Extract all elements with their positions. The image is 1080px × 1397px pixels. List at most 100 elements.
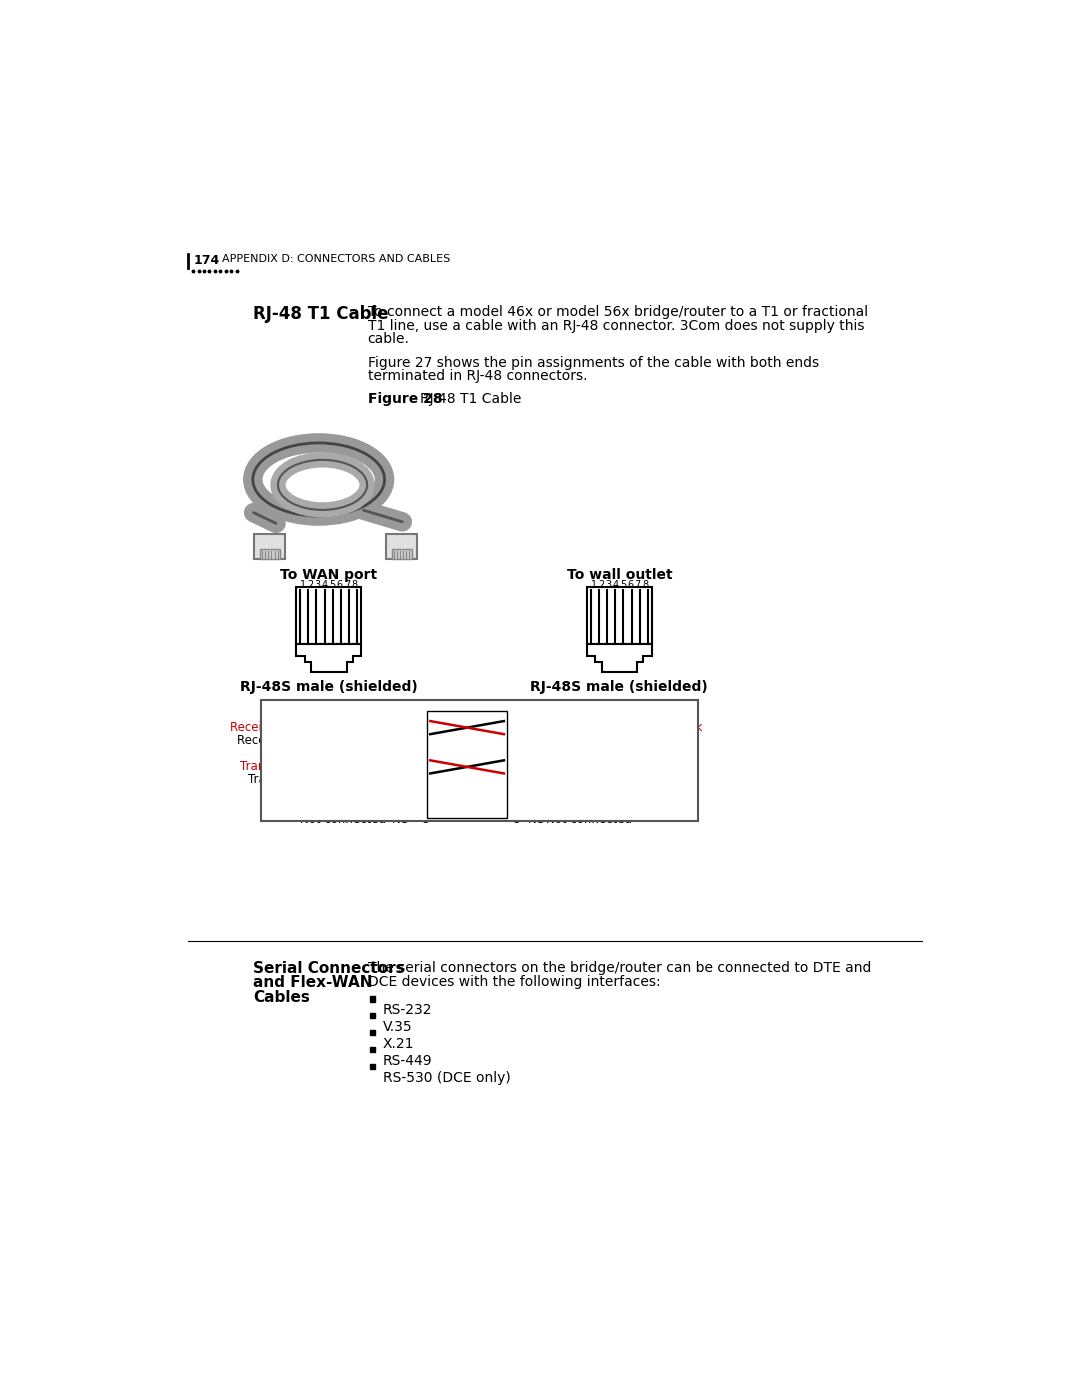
Text: Cables: Cables [253, 990, 310, 1004]
Text: Not connected: Not connected [545, 747, 632, 760]
Text: R1: R1 [394, 721, 409, 733]
Text: NC: NC [528, 747, 545, 760]
Text: 8: 8 [421, 813, 429, 826]
Text: Receive tip from network: Receive tip from network [545, 735, 694, 747]
Text: 5: 5 [620, 580, 626, 590]
Text: 8: 8 [512, 813, 519, 826]
Text: RJ-48S male (shielded): RJ-48S male (shielded) [240, 680, 418, 694]
Text: 4: 4 [512, 760, 519, 774]
Text: NC: NC [528, 787, 545, 799]
Text: 4: 4 [612, 580, 619, 590]
Text: 3: 3 [606, 580, 611, 590]
Text: 8: 8 [351, 580, 357, 590]
Text: R: R [402, 760, 409, 774]
Text: DCE devices with the following interfaces:: DCE devices with the following interface… [367, 975, 660, 989]
Text: NC: NC [392, 813, 409, 826]
Text: and Flex-WAN: and Flex-WAN [253, 975, 373, 990]
Text: Receive tip from network: Receive tip from network [238, 735, 387, 747]
Text: Transmit tip to network: Transmit tip to network [248, 774, 387, 787]
Text: R: R [528, 760, 536, 774]
Text: 2: 2 [308, 580, 313, 590]
Text: RS-530 (DCE only): RS-530 (DCE only) [383, 1071, 511, 1085]
Text: 5: 5 [329, 580, 336, 590]
Text: RS-232: RS-232 [383, 1003, 432, 1017]
Text: 7: 7 [635, 580, 640, 590]
Text: Not connected: Not connected [300, 813, 387, 826]
Text: 3: 3 [512, 747, 519, 760]
Text: T1: T1 [528, 735, 542, 747]
Text: NC: NC [392, 787, 409, 799]
Text: 5: 5 [421, 774, 429, 787]
Bar [387, 534, 417, 559]
Text: To WAN port: To WAN port [280, 569, 377, 583]
Text: To connect a model 46x or model 56x bridge/router to a T1 or fractional: To connect a model 46x or model 56x brid… [367, 305, 867, 319]
Text: Not connected: Not connected [300, 787, 387, 799]
Polygon shape [296, 644, 362, 672]
Bar [369, 1030, 375, 1035]
Text: 1: 1 [512, 721, 519, 733]
Text: NC: NC [528, 799, 545, 813]
Bar [255, 534, 285, 559]
Text: T1 line, use a cable with an RJ-48 connector. 3Com does not supply this: T1 line, use a cable with an RJ-48 conne… [367, 319, 864, 332]
Text: Not connected: Not connected [545, 787, 632, 799]
Text: Receive ring from network: Receive ring from network [545, 721, 702, 733]
Text: Name: Name [346, 710, 387, 722]
Text: T: T [528, 774, 536, 787]
Text: X.21: X.21 [383, 1037, 415, 1051]
Bar [369, 1046, 375, 1052]
Text: 6: 6 [627, 580, 633, 590]
Bar [392, 549, 411, 559]
Text: 1: 1 [591, 580, 597, 590]
Text: NC: NC [528, 813, 545, 826]
Text: Transmit ring to network: Transmit ring to network [241, 760, 387, 774]
Text: 8: 8 [642, 580, 648, 590]
Text: Receive ring from network: Receive ring from network [230, 721, 387, 733]
Bar [260, 700, 698, 820]
Text: Name: Name [545, 710, 586, 722]
Text: Transmit tip to network: Transmit tip to network [545, 774, 684, 787]
Text: 2: 2 [512, 735, 519, 747]
Text: RJ-48S male (shielded): RJ-48S male (shielded) [530, 680, 708, 694]
Bar [369, 996, 375, 1002]
Text: 7: 7 [512, 799, 519, 813]
Text: 6: 6 [337, 580, 342, 590]
Text: Not connected: Not connected [300, 747, 387, 760]
Text: Pin: Pin [511, 710, 534, 722]
Text: Figure 27 shows the pin assignments of the cable with both ends: Figure 27 shows the pin assignments of t… [367, 355, 819, 370]
Text: 4: 4 [421, 760, 429, 774]
Text: RS-449: RS-449 [383, 1053, 433, 1067]
Text: terminated in RJ-48 connectors.: terminated in RJ-48 connectors. [367, 369, 588, 383]
Text: 4: 4 [322, 580, 328, 590]
Text: 6: 6 [421, 787, 429, 799]
Text: Serial Connectors: Serial Connectors [253, 961, 404, 975]
Text: 3: 3 [421, 747, 429, 760]
Polygon shape [586, 644, 652, 672]
Text: 1: 1 [300, 580, 307, 590]
Text: To wall outlet: To wall outlet [567, 569, 672, 583]
Text: RJ-48 T1 Cable: RJ-48 T1 Cable [420, 393, 522, 407]
Text: 5: 5 [512, 774, 519, 787]
Text: Not connected: Not connected [545, 813, 632, 826]
Bar [296, 587, 362, 644]
Text: Abbr.: Abbr. [528, 710, 565, 722]
Text: 7: 7 [343, 580, 350, 590]
Text: R1: R1 [528, 721, 543, 733]
Text: RJ-48 T1 Cable: RJ-48 T1 Cable [253, 305, 389, 323]
Text: Figure 28: Figure 28 [367, 393, 442, 407]
Text: NC: NC [392, 747, 409, 760]
Bar [369, 1065, 375, 1069]
Bar [369, 1013, 375, 1018]
Text: Not connected: Not connected [545, 799, 632, 813]
Text: Not connected: Not connected [300, 799, 387, 813]
Text: 7: 7 [421, 799, 429, 813]
Text: 6: 6 [512, 787, 519, 799]
Text: cable.: cable. [367, 332, 409, 346]
Bar [428, 711, 507, 817]
Text: 3: 3 [314, 580, 321, 590]
Bar [586, 587, 652, 644]
Text: 1: 1 [421, 721, 429, 733]
Text: The serial connectors on the bridge/router can be connected to DTE and: The serial connectors on the bridge/rout… [367, 961, 870, 975]
Text: 2: 2 [421, 735, 429, 747]
Text: 2: 2 [598, 580, 604, 590]
Text: T: T [402, 774, 409, 787]
